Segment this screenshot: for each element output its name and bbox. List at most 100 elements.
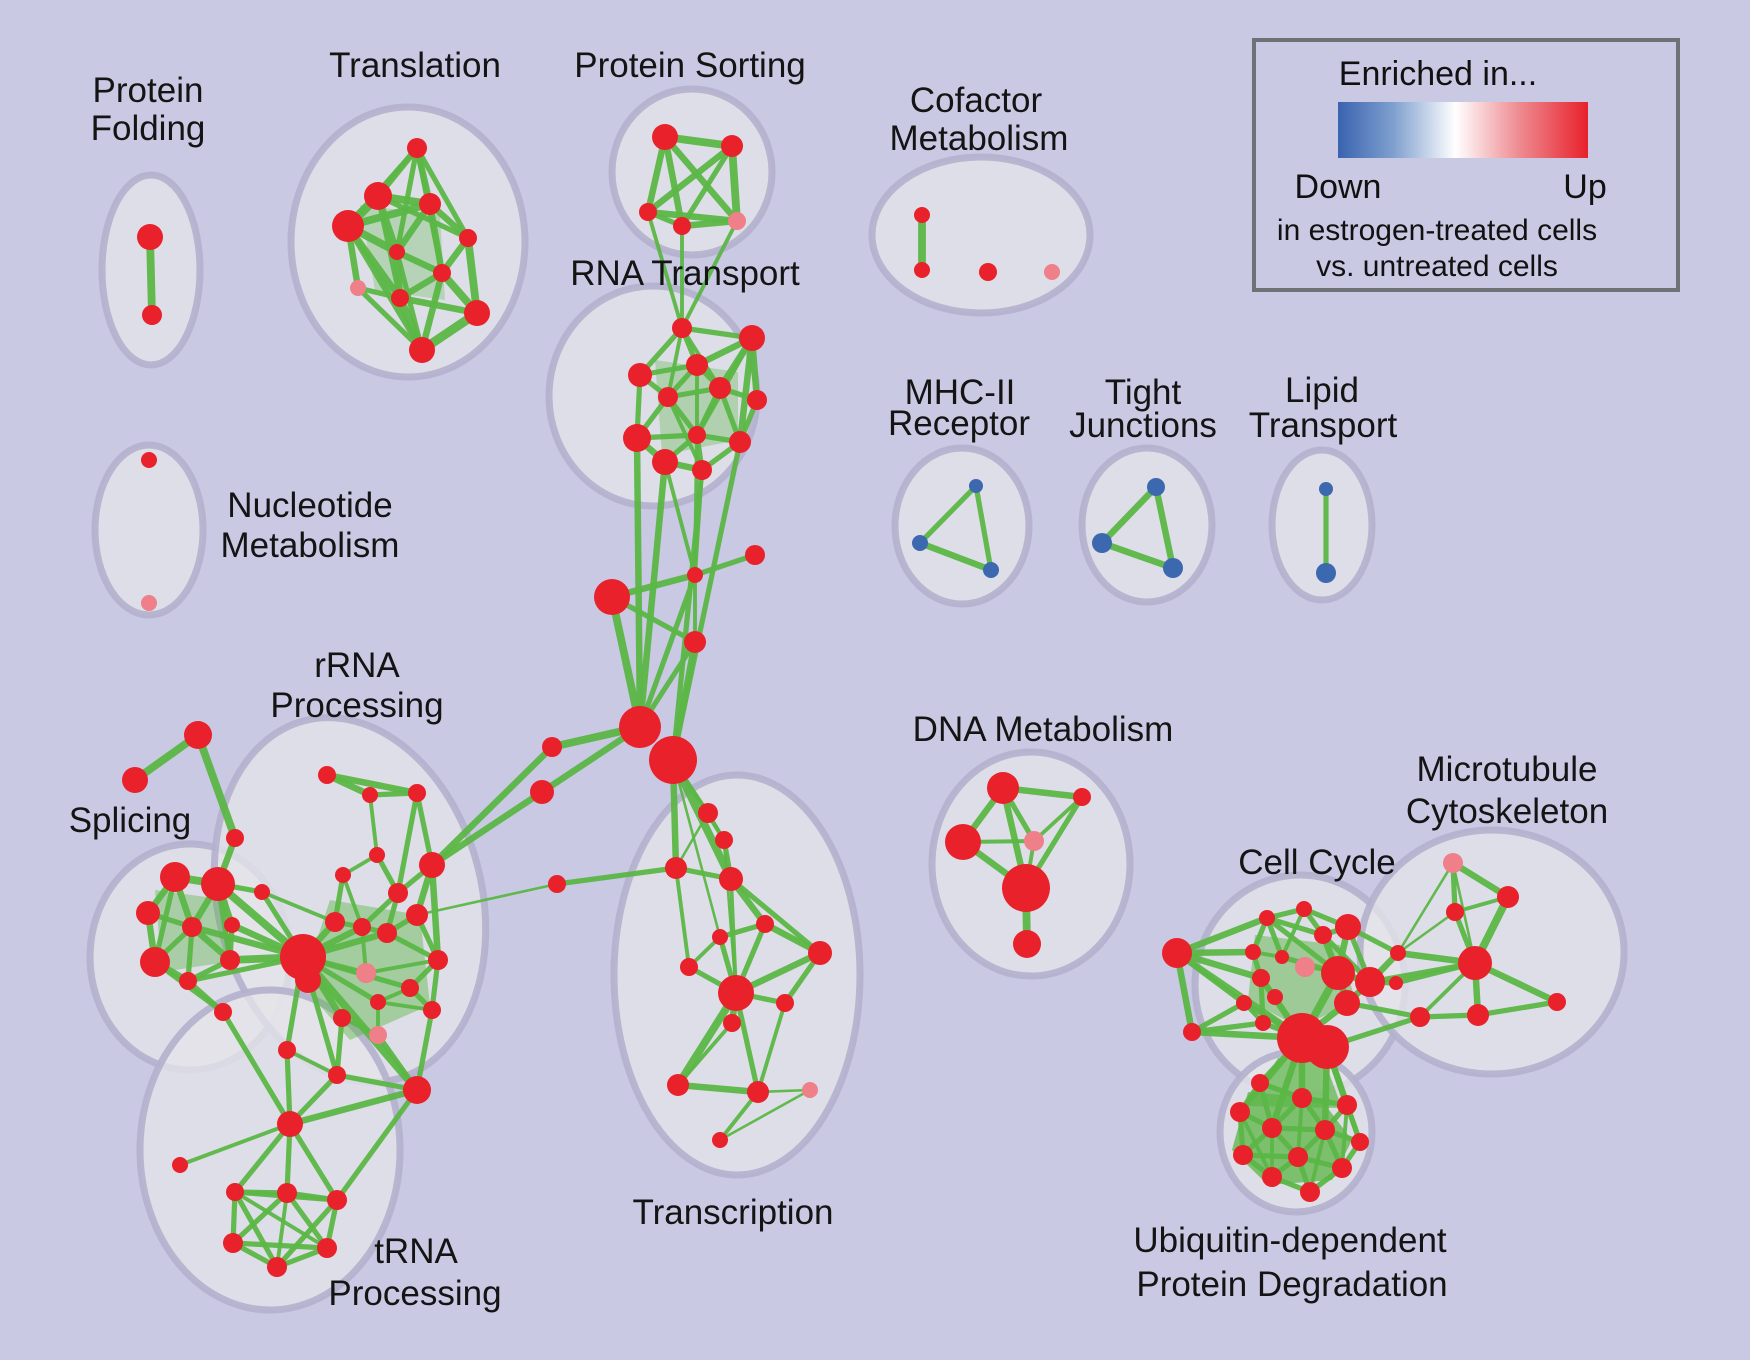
network-edge-cc4-cc8 [1280, 907, 1306, 959]
network-edge-rr4-rr13 [428, 861, 442, 964]
cluster-label-line-15: rRNA [314, 646, 400, 685]
network-node-rt10 [729, 431, 751, 453]
cluster-label-line-2: Translation [329, 46, 501, 85]
cluster-label-line-14: Transport [1249, 406, 1398, 445]
network-node-mh1 [969, 479, 983, 493]
network-node-t11 [409, 337, 435, 363]
network-node-rr4 [419, 852, 445, 878]
network-node-tj2 [1092, 533, 1112, 553]
network-node-trc [665, 857, 687, 879]
cluster-label-line-26: Protein Degradation [1136, 1265, 1447, 1304]
network-node-cc4 [1296, 901, 1312, 917]
network-node-dm2 [1073, 788, 1091, 806]
network-node-ps4 [673, 217, 691, 235]
network-edge-bnode-h1 [608, 593, 644, 731]
network-node-t4 [332, 210, 364, 242]
network-edge-trj-trm [674, 989, 740, 1089]
network-node-sp9 [214, 1003, 232, 1021]
network-node-trb [715, 831, 733, 849]
network-node-rr13 [428, 950, 448, 970]
network-node-t8 [350, 280, 366, 296]
network-node-cc8 [1275, 950, 1289, 964]
network-node-tn2 [226, 1183, 244, 1201]
legend: Enriched in... Down Up in estrogen-treated … [1252, 38, 1680, 292]
network-node-rr10 [353, 918, 371, 936]
network-edge-mt3-cx1 [1396, 910, 1457, 955]
network-node-cc16 [1334, 990, 1360, 1016]
network-edge-ps2-ps4 [679, 143, 735, 229]
network-edge-tj2-tj3 [1098, 539, 1177, 572]
cluster-label-line-18: tRNA [374, 1232, 458, 1271]
network-node-rnode [745, 545, 765, 565]
network-node-mt6 [1548, 993, 1566, 1011]
network-edge-cc12-mt4 [1367, 960, 1478, 985]
network-node-t9 [391, 289, 409, 307]
network-node-pf2 [142, 305, 162, 325]
network-node-cc1 [1162, 938, 1192, 968]
network-edge-tre-rr5 [415, 882, 559, 917]
network-node-trm [667, 1074, 689, 1096]
network-edge-ps2-ps3 [644, 142, 736, 216]
network-edge-tn3-tn6 [284, 1190, 330, 1251]
network-edge-t9-t10 [396, 294, 481, 317]
network-node-tri [680, 958, 698, 976]
network-node-rr19 [278, 1041, 296, 1059]
network-node-trl [723, 1014, 741, 1032]
network-node-nu1 [141, 452, 157, 468]
network-edge-mt5-mt6 [1475, 999, 1560, 1018]
network-node-st2 [122, 767, 148, 793]
network-edge-rr21-tn0 [286, 1086, 421, 1128]
network-edge-t8-t11 [355, 285, 425, 353]
cluster-label-line-4: Cofactor [910, 81, 1043, 120]
network-edge-rr2-rr6 [368, 793, 379, 857]
network-edge-cn1-rr9 [260, 890, 337, 924]
network-edge-tj1-tj3 [1152, 483, 1177, 572]
network-node-trd [719, 867, 743, 891]
network-node-cc6 [1335, 914, 1361, 940]
legend-down-label: Down [1295, 168, 1382, 206]
network-node-sp7 [179, 972, 197, 990]
network-nodes [122, 124, 1566, 1277]
network-node-trg [712, 929, 728, 945]
network-node-cf3 [979, 263, 997, 281]
network-edge-tn4-tn7 [274, 1197, 340, 1270]
cluster-label-line-3: Protein Sorting [574, 46, 806, 85]
network-edge-t3-t7 [426, 200, 446, 277]
network-node-rr20 [328, 1066, 346, 1084]
network-edge-tn3-tn7 [275, 1191, 289, 1269]
network-edge-tn0-tn4 [287, 1121, 340, 1203]
network-node-ub9 [1288, 1147, 1308, 1167]
network-node-trk [776, 994, 794, 1012]
network-edge-rr19-rr20 [285, 1048, 339, 1077]
network-node-p2 [530, 780, 554, 804]
cluster-label-line-9: MHC-II [905, 373, 1016, 412]
network-node-mt5 [1467, 1004, 1489, 1026]
network-node-ub7 [1351, 1133, 1369, 1151]
network-node-sp8 [220, 950, 240, 970]
network-node-cc13 [1236, 995, 1252, 1011]
network-node-sp5 [224, 917, 240, 933]
network-node-rt3 [686, 354, 708, 376]
cluster-label-line-8: Metabolism [221, 526, 400, 565]
network-node-ps2 [721, 135, 743, 157]
network-edge-trc-tri [674, 866, 691, 969]
network-node-rr21 [403, 1076, 431, 1104]
network-node-cc9 [1295, 957, 1315, 977]
cluster-label-line-10: Receptor [888, 404, 1030, 443]
network-node-mt2 [1497, 886, 1519, 908]
network-node-rr2 [362, 787, 378, 803]
network-edge-rt11-mnode [663, 460, 697, 577]
network-node-ps1 [652, 124, 678, 150]
network-node-rr12 [280, 934, 326, 980]
network-edge-rrp-rr13 [364, 958, 440, 975]
network-node-st1 [184, 721, 212, 749]
network-edge-trp-tro [718, 1088, 812, 1142]
network-node-sp2 [201, 867, 235, 901]
network-node-ub3 [1337, 1095, 1357, 1115]
network-node-tra [698, 803, 718, 823]
cluster-ellipse-tight-junctions [1078, 444, 1216, 606]
network-edge-trk-trn [756, 1001, 787, 1094]
network-node-rr6 [369, 847, 385, 863]
cluster-ellipse-lipid-transport [1268, 446, 1376, 604]
network-node-pf1 [137, 224, 163, 250]
